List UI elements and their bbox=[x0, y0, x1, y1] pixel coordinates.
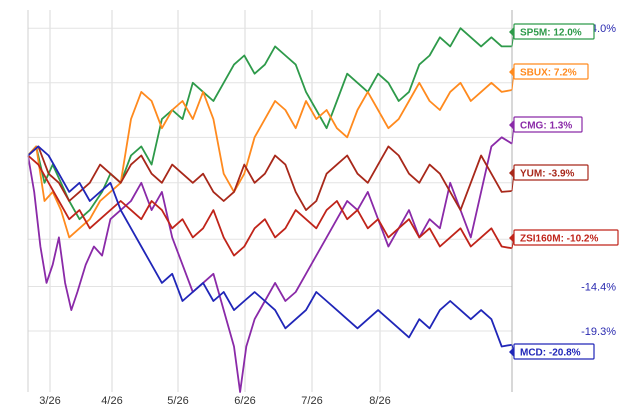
x-tick-label: 4/26 bbox=[101, 395, 122, 407]
y-tick-label: -14.4% bbox=[581, 281, 616, 293]
series-line-yum bbox=[27, 145, 513, 211]
x-tick-label: 6/26 bbox=[234, 395, 255, 407]
series-label-cmg: CMG: 1.3% bbox=[520, 121, 572, 132]
x-tick-label: 5/26 bbox=[167, 395, 188, 407]
series-label-pointer bbox=[509, 120, 514, 130]
series-labels: SP5M: 12.0% SBUX: 7.2% CMG: 1.3% YUM: -3.9%… bbox=[509, 23, 619, 360]
series-label-mcd: MCD: -20.8% bbox=[520, 348, 581, 359]
series-label-pointer bbox=[509, 67, 514, 77]
series-label-pointer bbox=[509, 168, 514, 178]
x-tick-label: 8/26 bbox=[369, 395, 390, 407]
series-label-yum: YUM: -3.9% bbox=[520, 169, 575, 180]
series-line-cmg bbox=[27, 136, 513, 393]
y-tick-label: -19.3% bbox=[581, 326, 616, 338]
series-label-sp5m: SP5M: 12.0% bbox=[520, 28, 582, 39]
series-line-sbux bbox=[27, 81, 513, 239]
series-line-sp5m bbox=[27, 27, 512, 221]
series-label-zsi160m: ZSI160M: -10.2% bbox=[520, 234, 598, 245]
series-label-pointer bbox=[509, 347, 514, 357]
x-tick-label: 7/26 bbox=[301, 395, 322, 407]
grid-lines bbox=[28, 10, 512, 392]
series-line-mcd bbox=[27, 145, 513, 348]
x-tick-label: 3/26 bbox=[39, 395, 60, 407]
series-label-pointer bbox=[509, 27, 514, 37]
series-label-pointer bbox=[509, 233, 514, 243]
series-label-sbux: SBUX: 7.2% bbox=[520, 68, 577, 79]
series-line-zsi160m bbox=[27, 154, 513, 257]
x-axis: 3/26 4/26 5/26 6/26 7/26 8/26 bbox=[39, 395, 390, 407]
series-lines bbox=[27, 27, 513, 393]
